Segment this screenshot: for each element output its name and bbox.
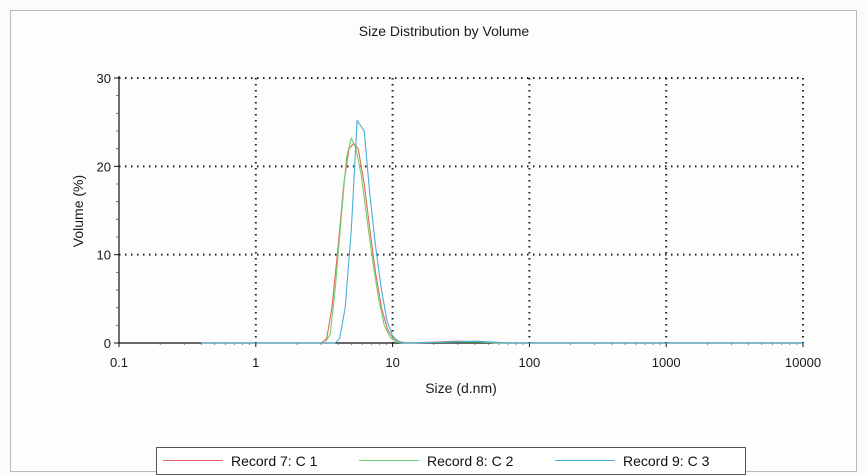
series-layer (201, 119, 803, 344)
y-tick-label: 30 (97, 71, 111, 86)
legend-item: Record 8: C 2 (353, 448, 549, 474)
series-line-3 (201, 119, 803, 344)
x-tick-label: 1 (252, 355, 259, 370)
chart-title: Size Distribution by Volume (359, 23, 530, 39)
legend-label: Record 9: C 3 (623, 453, 710, 469)
series-line-1 (201, 142, 803, 344)
legend-swatch (359, 460, 419, 461)
axis-layer: 0.1 1 10 100 1000 10000 0 10 20 30 (97, 71, 822, 370)
chart-svg: Size Distribution by Volume Size (d.nm) … (70, 23, 822, 396)
y-tick-label: 20 (97, 159, 111, 174)
grid-layer (119, 77, 804, 343)
legend-label: Record 7: C 1 (231, 453, 318, 469)
x-tick-label: 100 (519, 355, 541, 370)
legend-swatch (555, 460, 615, 461)
y-axis-label: Volume (%) (70, 175, 86, 247)
y-tick-label: 0 (104, 336, 111, 351)
legend: Record 7: C 1 Record 8: C 2 Record 9: C 3 (156, 447, 746, 475)
legend-label: Record 8: C 2 (427, 453, 514, 469)
x-tick-label: 1000 (652, 355, 681, 370)
legend-swatch (163, 460, 223, 461)
x-axis-label: Size (d.nm) (425, 380, 497, 396)
y-tick-label: 10 (97, 248, 111, 263)
x-tick-label: 10000 (785, 355, 821, 370)
legend-item: Record 9: C 3 (549, 448, 745, 474)
legend-item: Record 7: C 1 (157, 448, 353, 474)
chart-frame: Size Distribution by Volume Size (d.nm) … (10, 10, 857, 475)
series-line-2 (201, 137, 803, 344)
x-tick-label: 0.1 (110, 355, 128, 370)
x-tick-label: 10 (385, 355, 399, 370)
